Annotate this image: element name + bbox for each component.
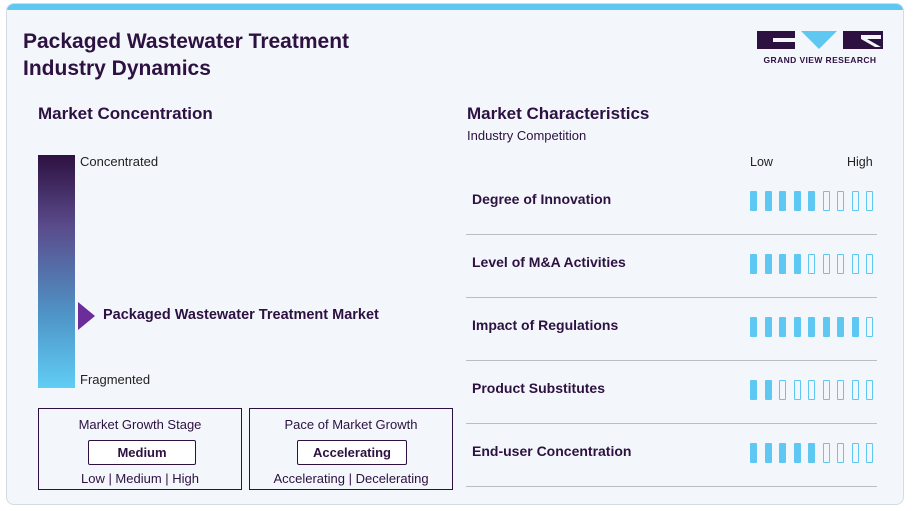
growth-pace-title: Pace of Market Growth — [284, 417, 418, 432]
scale-high-label: High — [847, 155, 873, 169]
rating-segment-filled — [793, 443, 801, 463]
rating-segment-empty — [866, 254, 873, 274]
scale-low-label: Low — [750, 155, 773, 169]
characteristics-title: Market Characteristics — [467, 104, 650, 123]
brand-logo: GRAND VIEW RESEARCH — [757, 27, 883, 67]
fragmented-label: Fragmented — [80, 372, 151, 387]
characteristic-row: Level of M&A Activities — [466, 234, 877, 298]
rating-segment-filled — [808, 443, 815, 463]
rating-segment-filled — [764, 317, 772, 337]
growth-pace-box: Pace of Market Growth Accelerating Accel… — [249, 408, 453, 490]
rating-segment-filled — [808, 317, 815, 337]
rating-segment-filled — [750, 317, 757, 337]
characteristic-label: Level of M&A Activities — [472, 254, 626, 270]
rating-segment-filled — [779, 443, 786, 463]
rating-segment-empty — [837, 254, 844, 274]
logo-mark-icon — [757, 31, 883, 49]
growth-stage-box: Market Growth Stage Medium Low | Medium … — [38, 408, 242, 490]
rating-segment-empty — [866, 443, 873, 463]
rating-segment-empty — [822, 443, 830, 463]
rating-segment-filled — [764, 191, 772, 211]
accent-top-bar — [7, 4, 903, 10]
brand-name: GRAND VIEW RESEARCH — [763, 55, 877, 65]
characteristic-label: Degree of Innovation — [472, 191, 612, 207]
market-position-marker-icon — [78, 302, 95, 330]
characteristic-row: End-user Concentration — [466, 423, 877, 487]
characteristic-row: Product Substitutes — [466, 360, 877, 424]
rating-segment-empty — [793, 380, 801, 400]
rating-segment-empty — [837, 443, 844, 463]
rating-segment-empty — [866, 317, 873, 337]
characteristic-label: End-user Concentration — [472, 443, 632, 459]
growth-stage-scale: Low | Medium | High — [80, 471, 200, 486]
rating-segment-empty — [866, 191, 873, 211]
rating-segment-empty — [851, 443, 859, 463]
rating-segment-filled — [808, 191, 815, 211]
rating-segment-filled — [851, 317, 859, 337]
growth-stage-value: Medium — [88, 440, 196, 465]
rating-segment-filled — [793, 254, 801, 274]
rating-segment-empty — [851, 380, 859, 400]
rating-segment-filled — [779, 191, 786, 211]
rating-segment-empty — [779, 380, 786, 400]
growth-pace-scale: Accelerating | Decelerating — [273, 471, 429, 486]
rating-segment-filled — [750, 254, 757, 274]
rating-segment-filled — [764, 380, 772, 400]
concentrated-label: Concentrated — [80, 154, 159, 169]
rating-segment-filled — [793, 191, 801, 211]
concentration-title: Market Concentration — [38, 104, 213, 123]
rating-segment-filled — [779, 317, 786, 337]
rating-segment-empty — [808, 254, 815, 274]
infographic-card: Packaged Wastewater Treatment Industry D… — [6, 3, 904, 505]
page-title: Packaged Wastewater Treatment Industry D… — [23, 30, 350, 80]
rating-segment-empty — [866, 380, 873, 400]
rating-segment-empty — [837, 380, 844, 400]
rating-segment-filled — [764, 443, 772, 463]
rating-segment-filled — [793, 317, 801, 337]
growth-pace-value: Accelerating — [297, 440, 407, 465]
concentration-scale-bar — [38, 155, 75, 388]
rating-segment-filled — [750, 191, 757, 211]
rating-segment-filled — [822, 317, 830, 337]
characteristic-row: Impact of Regulations — [466, 297, 877, 361]
characteristic-row: Degree of Innovation — [466, 171, 877, 235]
market-position-label: Packaged Wastewater Treatment Market — [103, 307, 379, 323]
rating-segment-filled — [837, 317, 844, 337]
rating-segment-empty — [822, 380, 830, 400]
rating-segment-empty — [808, 380, 815, 400]
rating-segment-filled — [764, 254, 772, 274]
rating-segment-empty — [851, 191, 859, 211]
rating-segment-filled — [750, 443, 757, 463]
rating-segment-empty — [822, 191, 830, 211]
rating-segment-empty — [837, 191, 844, 211]
characteristics-subtitle: Industry Competition — [467, 128, 587, 143]
rating-segment-empty — [851, 254, 859, 274]
characteristic-label: Impact of Regulations — [472, 317, 619, 333]
rating-segment-filled — [750, 380, 757, 400]
growth-stage-title: Market Growth Stage — [78, 417, 202, 432]
rating-segment-empty — [822, 254, 830, 274]
characteristic-label: Product Substitutes — [472, 380, 606, 396]
rating-segment-filled — [779, 254, 786, 274]
